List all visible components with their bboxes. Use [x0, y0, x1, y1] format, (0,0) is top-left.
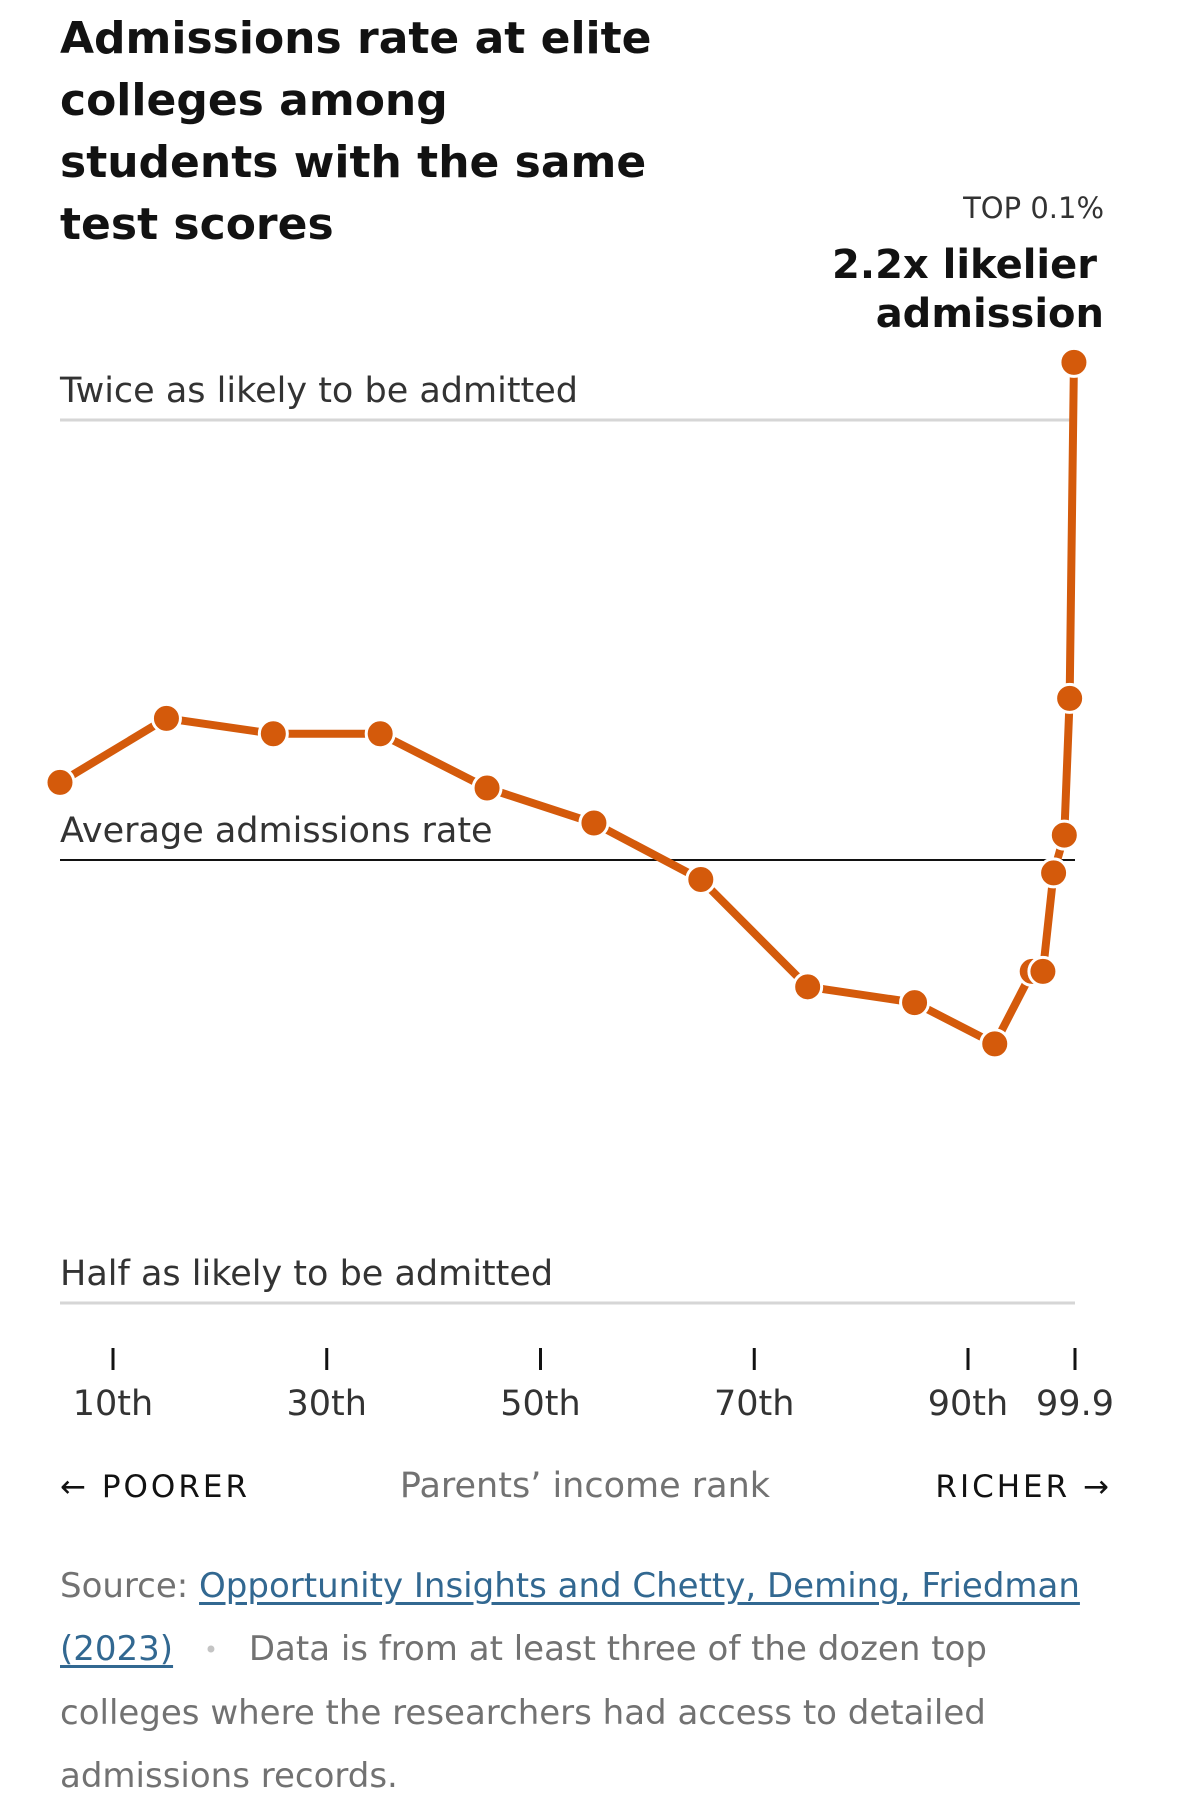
- x-axis-title: Parents’ income rank: [400, 1466, 771, 1506]
- separator-dot: •: [203, 1636, 219, 1664]
- reference-label-twice: Twice as likely to be admitted: [59, 371, 578, 411]
- x-tick-label: 90th: [928, 1384, 1008, 1424]
- data-point: [364, 718, 396, 750]
- annotation-line-1: 2.2x likelier: [832, 242, 1097, 288]
- data-point: [899, 987, 931, 1019]
- data-point: [257, 718, 289, 750]
- data-point: [44, 766, 76, 798]
- data-point: [1048, 819, 1080, 851]
- x-axis: 10th 30th 50th 70th 90th 99.9: [73, 1348, 1114, 1424]
- data-point: [979, 1028, 1011, 1060]
- source-link[interactable]: Opportunity Insights and Chetty, Deming,…: [60, 1566, 1080, 1669]
- annotation-kicker: TOP 0.1%: [962, 191, 1104, 225]
- reference-label-average: Average admissions rate: [60, 811, 493, 851]
- x-tick-label: 70th: [714, 1384, 794, 1424]
- data-point: [685, 863, 717, 895]
- x-tick-label: 99.9: [1036, 1384, 1114, 1424]
- data-point: [1038, 857, 1070, 889]
- x-tick-label: 50th: [500, 1384, 580, 1424]
- data-note: Data is from at least three of the dozen…: [60, 1629, 987, 1796]
- x-tick-label: 10th: [73, 1384, 153, 1424]
- reference-lines-layer: Twice as likely to be admitted Average ad…: [59, 371, 1075, 1305]
- data-point: [471, 772, 503, 804]
- series-layer: [44, 346, 1090, 1060]
- data-point: [578, 807, 610, 839]
- source-note: Source: Opportunity Insights and Chetty,…: [60, 1555, 1120, 1808]
- reference-label-half: Half as likely to be admitted: [60, 1254, 553, 1294]
- source-label: Source:: [60, 1566, 189, 1606]
- richer-direction-label: RICHER →: [935, 1469, 1112, 1505]
- series-line: [56, 358, 1078, 1048]
- annotation-line-2: admission: [876, 291, 1104, 337]
- data-point: [150, 702, 182, 734]
- x-tick-label: 30th: [287, 1384, 367, 1424]
- data-point: [1058, 346, 1090, 378]
- data-point: [792, 971, 824, 1003]
- x-axis-caption-layer: ← POORER Parents’ income rank RICHER →: [60, 1466, 1112, 1506]
- data-point: [1027, 955, 1059, 987]
- data-point: [1054, 682, 1086, 714]
- poorer-direction-label: ← POORER: [60, 1469, 250, 1505]
- chart-title: Admissions rate at elite colleges among …: [60, 13, 652, 250]
